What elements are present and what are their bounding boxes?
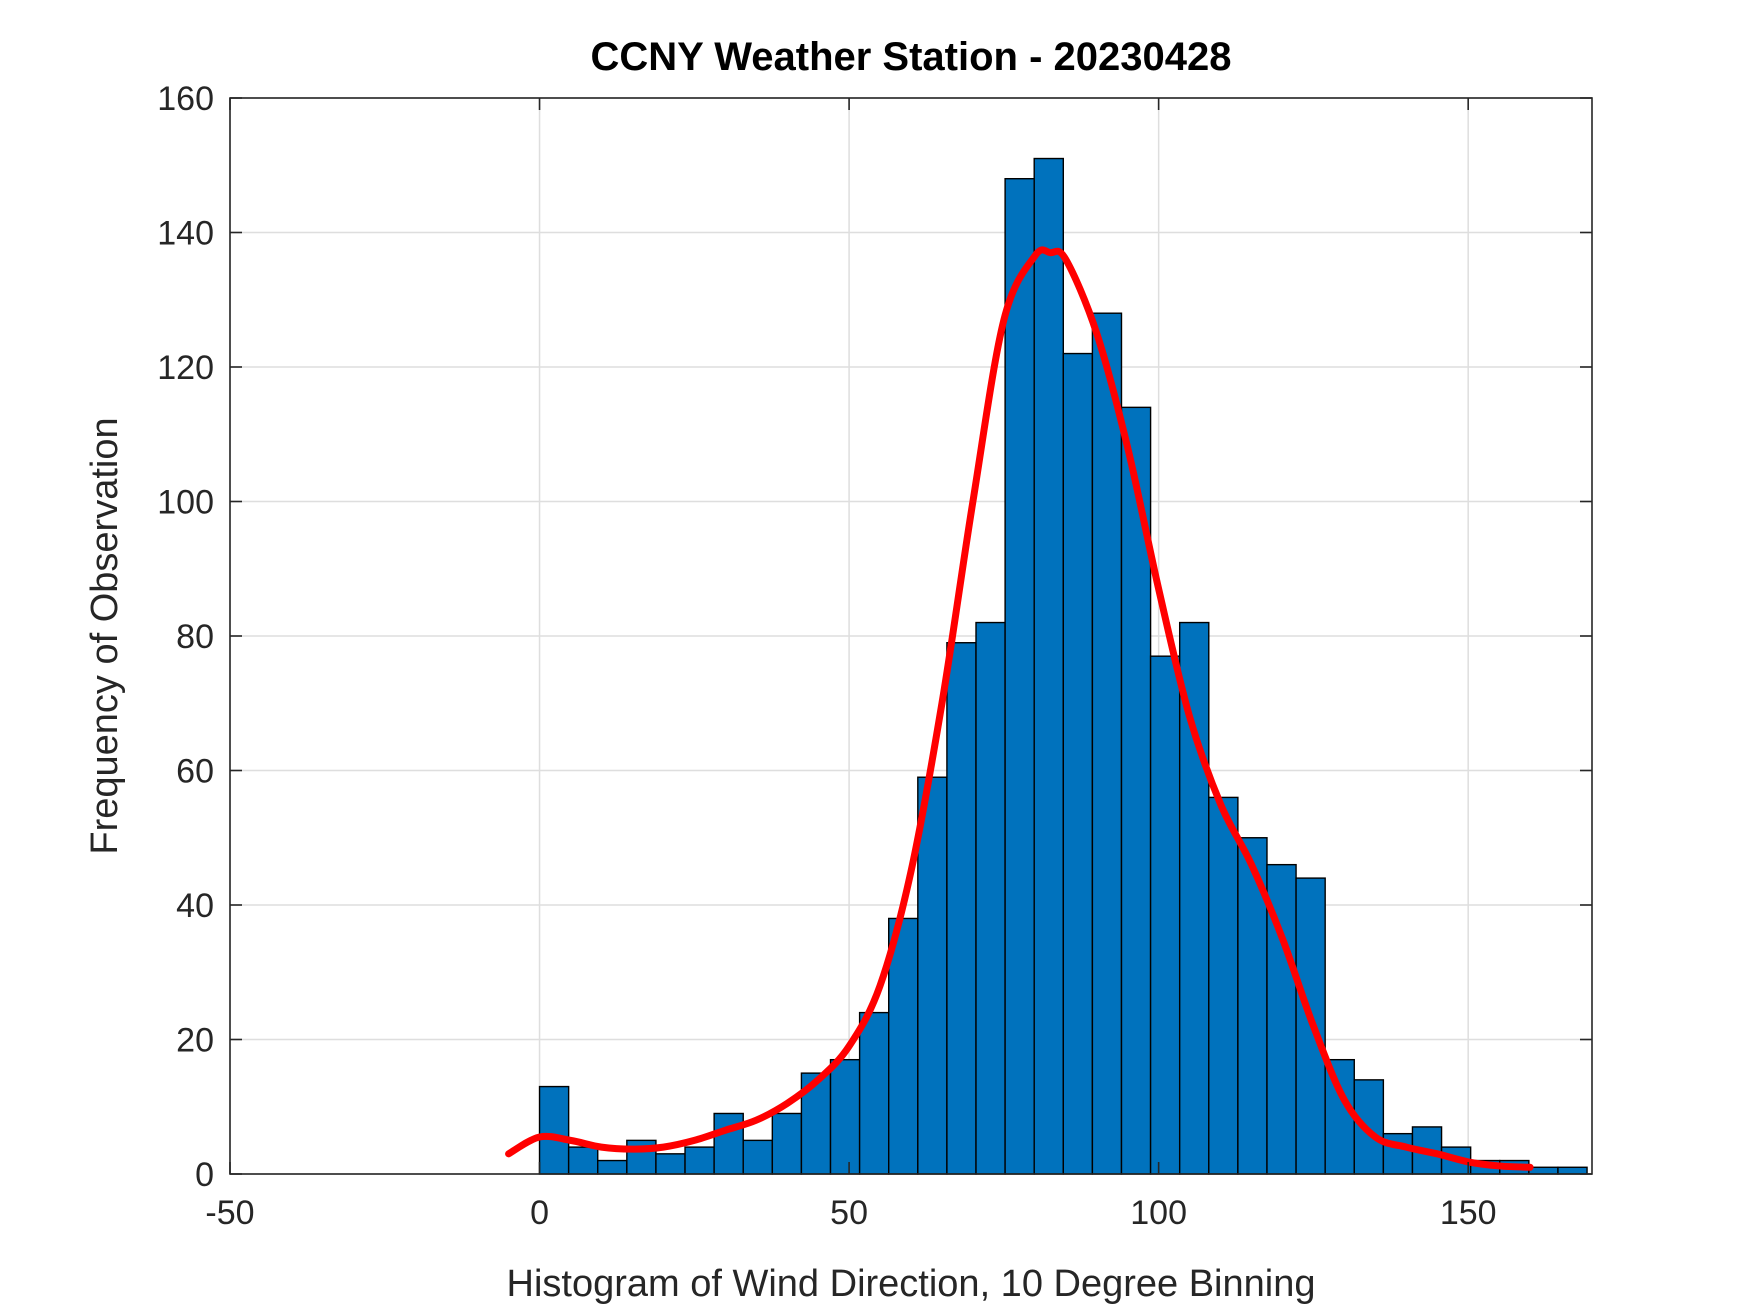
histogram-bar [1178, 621, 1210, 1175]
x-axis-title: Histogram of Wind Direction, 10 Degree B… [507, 1263, 1316, 1305]
x-tick-label: 100 [1130, 1194, 1187, 1232]
histogram-bar [684, 1146, 715, 1175]
histogram-bar [1033, 157, 1064, 1175]
histogram-bar [655, 1153, 686, 1175]
histogram-bar [1062, 352, 1094, 1175]
x-tick-label: 0 [530, 1194, 549, 1232]
fit-curve [505, 246, 1534, 1171]
y-axis-title: Frequency of Observation [84, 417, 126, 854]
y-tick-label: 40 [176, 887, 214, 925]
histogram-bar [538, 1085, 570, 1175]
x-tick-labels: -50 0 50 100 150 [205, 1194, 1496, 1232]
histogram-bar [1324, 1058, 1355, 1175]
x-tick-label: -50 [205, 1194, 254, 1232]
y-tick-label: 160 [157, 80, 214, 118]
x-tick-label: 150 [1440, 1194, 1497, 1232]
y-tick-label: 0 [195, 1156, 214, 1194]
histogram-bar [597, 1159, 628, 1175]
ticks [229, 97, 1592, 1175]
histogram-bar [858, 1011, 890, 1175]
y-tick-label: 120 [157, 349, 214, 387]
histogram-bar [771, 1112, 803, 1175]
y-tick-label: 140 [157, 215, 214, 253]
histogram-bar [888, 917, 919, 1175]
histogram-bar [946, 642, 977, 1175]
chart-title: CCNY Weather Station - 20230428 [591, 35, 1232, 79]
y-tick-label: 100 [157, 484, 214, 522]
histogram-bar [975, 621, 1006, 1175]
histogram-bar [917, 776, 948, 1175]
y-tick-label: 60 [176, 753, 214, 791]
histogram-bar [742, 1139, 774, 1175]
histogram-bar [829, 1058, 861, 1175]
histogram-bar [1091, 312, 1123, 1175]
histogram-bar [1557, 1166, 1588, 1175]
histogram-bar [1004, 177, 1035, 1175]
histogram-bar [1149, 655, 1181, 1175]
histogram-bar [713, 1112, 744, 1175]
y-tick-label: 20 [176, 1022, 214, 1060]
histogram-bar [567, 1146, 599, 1175]
histogram-bar [1208, 796, 1239, 1175]
y-tick-labels: 0 20 40 60 80 100 120 140 160 [157, 80, 214, 1194]
x-tick-label: 50 [830, 1194, 868, 1232]
fit-curve-layer [505, 246, 1534, 1171]
y-tick-label: 80 [176, 618, 214, 656]
